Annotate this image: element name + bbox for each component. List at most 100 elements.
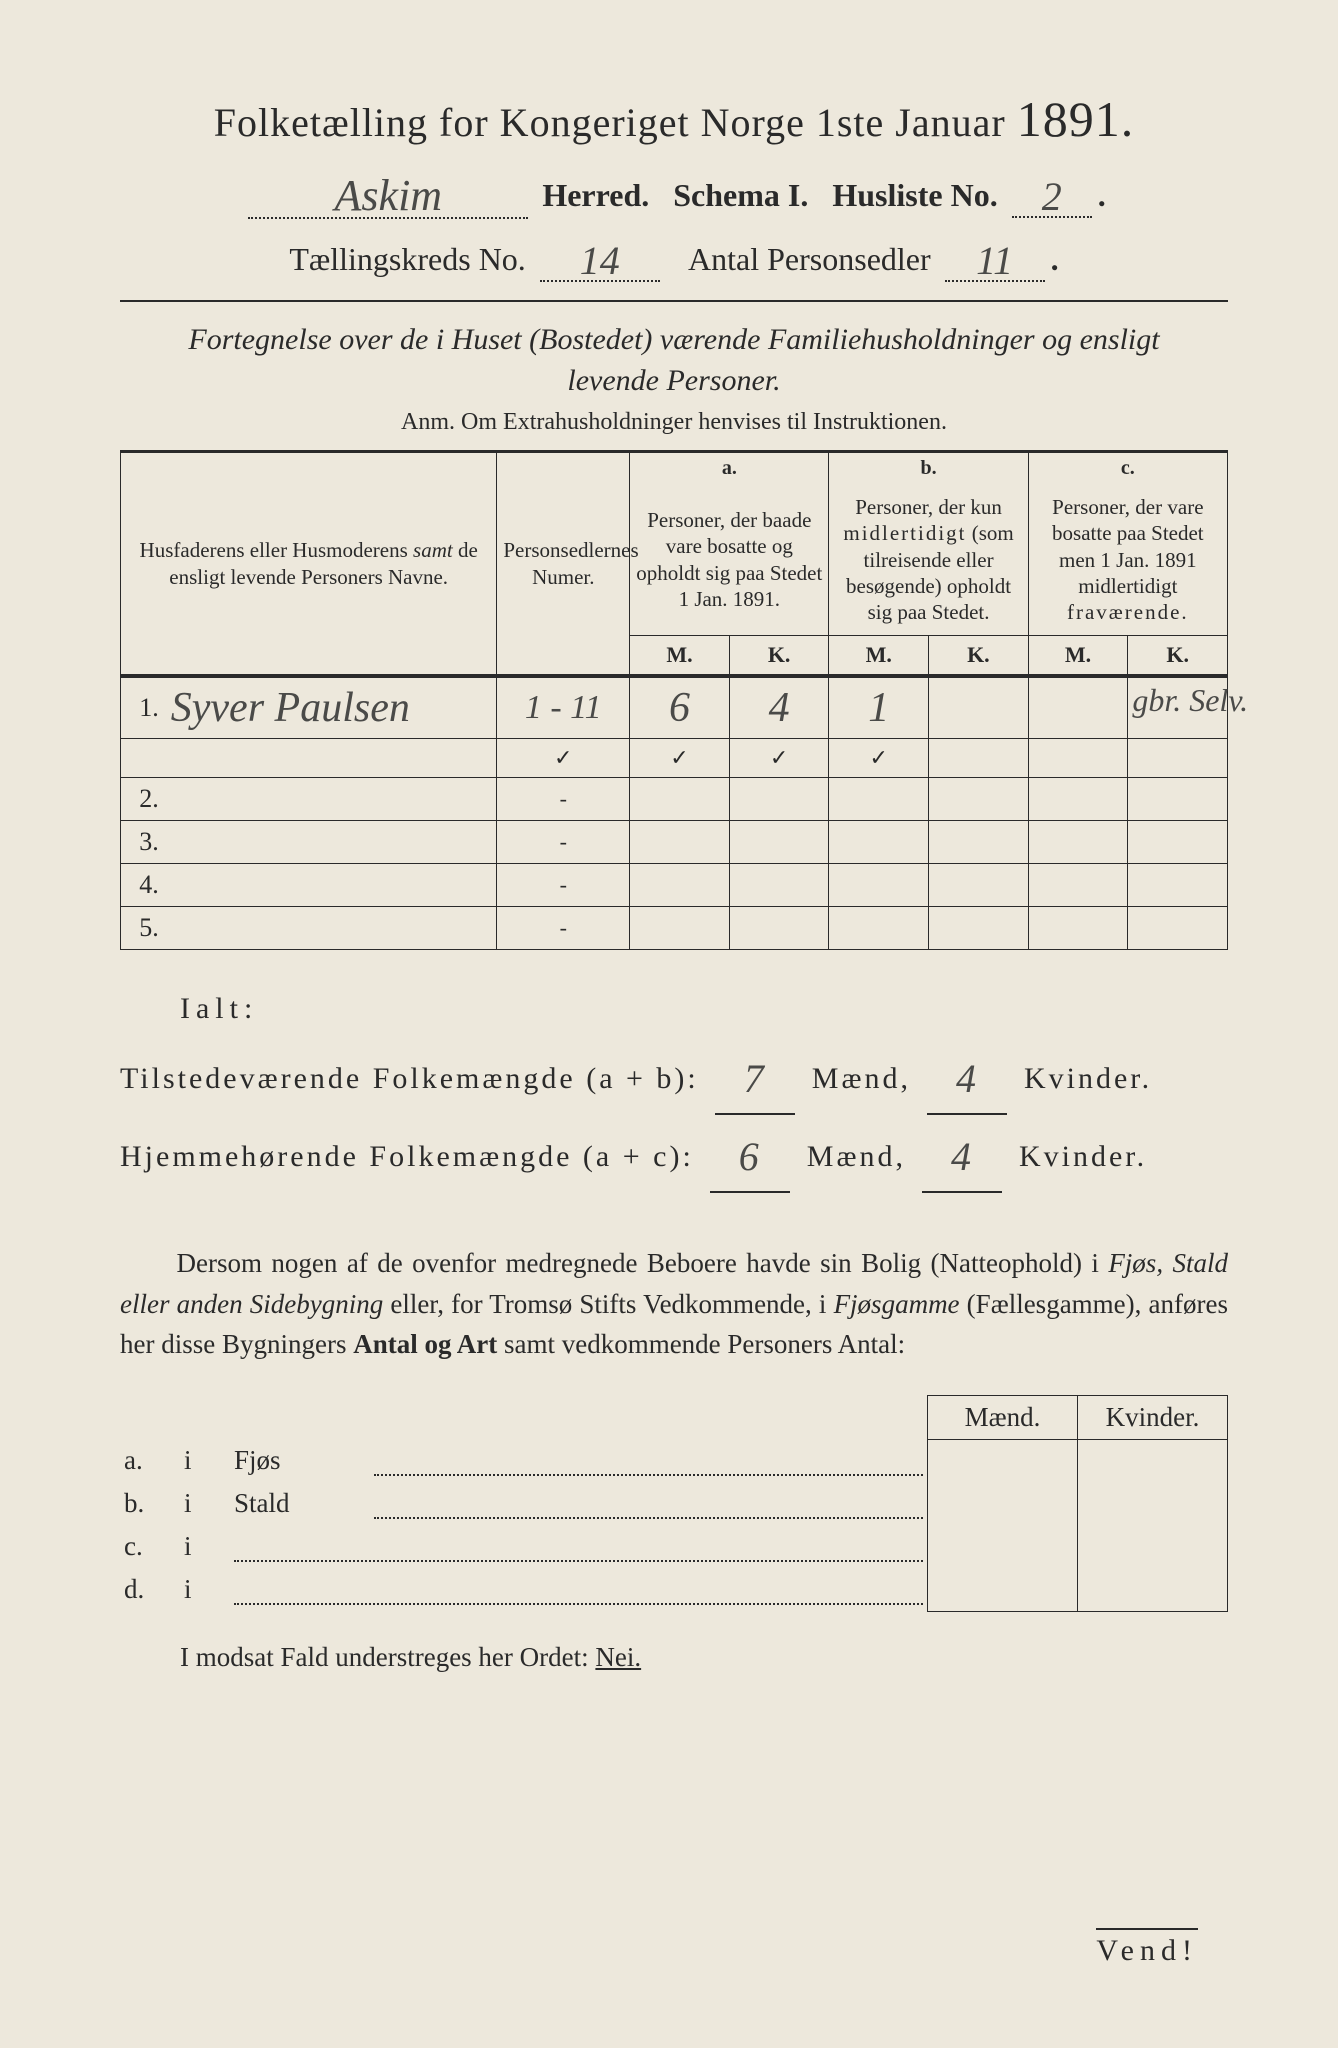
main-table: Husfaderens eller Husmoderens samt de en… [120,452,1228,950]
herred-label: Herred. [542,177,649,213]
kreds-field: 14 [540,233,660,282]
col-b-letter: b. [829,453,1028,485]
row-num: 4. [121,864,165,907]
row-b-k [929,778,1029,821]
sub-dots [230,1568,928,1611]
row-b-k [929,907,1029,950]
hjemme-m-value: 6 [739,1134,762,1179]
herred-value: Askim [335,171,443,220]
sub-val-k [1078,1482,1228,1525]
row-a-m [630,778,730,821]
tilstede-k-value: 4 [956,1056,979,1101]
sub-i: i [180,1568,230,1611]
sub-list-block: Mænd. Kvinder. a. i Fjøs b. i Stald c. [120,1395,1228,1612]
col-c-k: K. [1128,636,1228,677]
row-num: 3. [121,821,165,864]
tick-c-k [1128,739,1228,778]
sub-dots [370,1482,928,1525]
sub-letter: a. [120,1439,180,1482]
antal-label: Antal Personsedler [688,241,931,277]
col-c-text: Personer, der vare bosatte paa Stedet me… [1028,484,1227,636]
row-a-k [729,778,829,821]
row-a-k [729,821,829,864]
subtitle-line-1: Fortegnelse over de i Huset (Bostedet) v… [188,323,1159,356]
hjemme-k-value: 4 [951,1134,974,1179]
tilstede-label: Tilstedeværende Folkemængde (a + b): [120,1062,699,1095]
antal-field: 11 [945,233,1045,282]
row-c-m [1028,821,1128,864]
col-a-letter: a. [630,453,829,485]
schema-label: Schema I. [673,177,808,213]
header-line-2: Askim Herred. Schema I. Husliste No. 2. [120,166,1228,219]
row-b-m [829,864,929,907]
hjemme-k-field: 4 [922,1115,1002,1193]
table-row: 5. - [121,907,1228,950]
row-c-m [1028,864,1128,907]
para-b1: Antal og Art [353,1329,497,1359]
sub-val-m [928,1482,1078,1525]
sub-dots [370,1439,928,1482]
nei-line: I modsat Fald understreges her Ordet: Ne… [180,1642,1228,1673]
row-b-m [829,778,929,821]
sub-table: Mænd. Kvinder. a. i Fjøs b. i Stald c. [120,1395,1228,1612]
row-a-k [729,864,829,907]
row-b-m: 1 [829,676,929,739]
anm-note: Anm. Om Extrahusholdninger henvises til … [120,409,1228,436]
kreds-label: Tællingskreds No. [289,241,525,277]
nei-word: Nei. [595,1642,641,1672]
col-a-m: M. [630,636,730,677]
hjemme-label: Hjemmehørende Folkemængde (a + c): [120,1140,694,1173]
row-b-m [829,907,929,950]
row-numer: - [497,778,630,821]
table-row: 1. Syver Paulsen 1 - 11 6 4 1 gbr. Selv. [121,676,1228,739]
sub-row-b: b. i Stald [120,1482,1228,1525]
col-b-k: K. [929,636,1029,677]
subtitle-line-2: levende Personer. [567,364,780,397]
tick-a-m: ✓ [630,739,730,778]
row-numer: - [497,821,630,864]
sub-i: i [180,1482,230,1525]
kvinder-label-2: Kvinder. [1019,1140,1147,1173]
table-head: Husfaderens eller Husmoderens samt de en… [121,453,1228,677]
row-num: 1. [121,676,165,739]
para-t1: Dersom nogen af de ovenfor medregnede Be… [177,1248,1109,1278]
row-name [165,907,497,950]
row-num: 2. [121,778,165,821]
tick-b-m: ✓ [829,739,929,778]
kvinder-label: Kvinder. [1024,1062,1152,1095]
main-title: Folketælling for Kongeriget Norge 1ste J… [120,90,1228,148]
sub-label: Fjøs [230,1439,370,1482]
row-c-k [1128,864,1228,907]
row-b-k [929,676,1029,739]
col-numer-header: Personsedlernes Numer. [497,453,630,677]
col-a-text: Personer, der baade vare bosatte og opho… [630,484,829,636]
tick-b-k [929,739,1029,778]
row-numer: 1 - 11 [497,676,630,739]
row-name [165,821,497,864]
tilstede-m-value: 7 [744,1056,767,1101]
subtitle: Fortegnelse over de i Huset (Bostedet) v… [120,320,1228,401]
kreds-value: 14 [580,238,620,283]
antal-value: 11 [976,238,1013,283]
row-num: 5. [121,907,165,950]
row-c-k: gbr. Selv. [1128,676,1228,739]
sub-val-m [928,1568,1078,1611]
sub-row-c: c. i [120,1525,1228,1568]
row-name [165,778,497,821]
vend-label: Vend! [1096,1928,1198,1968]
tilstede-m-field: 7 [715,1037,795,1115]
para-i2: Fjøsgamme [834,1289,960,1319]
sub-val-k [1078,1439,1228,1482]
col-a-k: K. [729,636,829,677]
title-year: 1891. [1017,91,1135,147]
maend-label-2: Mænd, [807,1140,906,1173]
hjemme-m-field: 6 [710,1115,790,1193]
sub-head-row: Mænd. Kvinder. [120,1395,1228,1439]
row-c-m [1028,676,1128,739]
table-row: 4. - [121,864,1228,907]
sub-row-a: a. i Fjøs [120,1439,1228,1482]
tick-numer: ✓ [497,739,630,778]
husliste-value: 2 [1042,174,1062,219]
tick-a-k: ✓ [729,739,829,778]
sub-dots [230,1525,928,1568]
